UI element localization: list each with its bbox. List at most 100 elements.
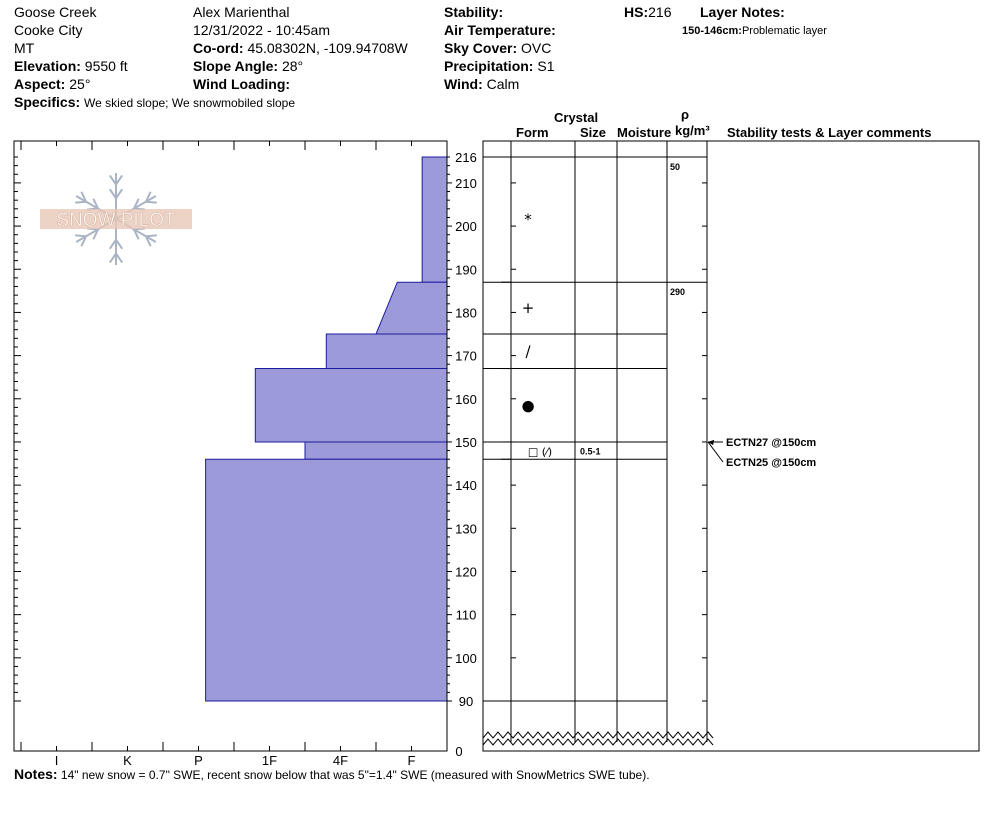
y-tick-label: 130 bbox=[455, 521, 477, 536]
layer-note-text: Problematic layer bbox=[741, 25, 827, 37]
y-tick-label: 200 bbox=[455, 219, 477, 234]
table-frame bbox=[482, 140, 980, 752]
y-tick-label: 140 bbox=[455, 478, 477, 493]
logo-text: SNOW PILOT bbox=[56, 210, 176, 231]
hardness-layer-1 bbox=[421, 156, 448, 283]
datetime: 12/31/2022 - 10:45am bbox=[193, 22, 330, 38]
y-tick-label: 110 bbox=[456, 608, 477, 623]
slope-value: 28° bbox=[281, 58, 304, 74]
sky-row: Sky Cover: OVC bbox=[444, 40, 551, 57]
crystal-header: Crystal bbox=[554, 110, 599, 125]
density-unit-header: kg/m³ bbox=[675, 123, 710, 138]
test-leader-line bbox=[707, 441, 724, 463]
hardness-layer-3 bbox=[325, 333, 448, 370]
elevation-label: Elevation: bbox=[14, 58, 81, 74]
x-tick-label: 1F bbox=[262, 753, 277, 768]
wind-value: Calm bbox=[486, 76, 520, 92]
specifics-row: Specifics: We skied slope; We snowmobile… bbox=[14, 94, 295, 112]
location: Goose Creek bbox=[14, 4, 97, 20]
tests-header: Stability tests & Layer comments bbox=[727, 125, 932, 140]
density-value-2: 290 bbox=[670, 287, 685, 297]
form-symbol-1: * bbox=[524, 211, 532, 229]
hardness-layer-2 bbox=[375, 281, 448, 335]
form-symbol-4: ● bbox=[521, 396, 534, 414]
y-tick-label: 210 bbox=[455, 176, 477, 191]
hs-row: HS:216 bbox=[624, 4, 671, 21]
hardness-layer-4 bbox=[254, 368, 448, 443]
coord-row: Co-ord: 45.08302N, -109.94708W bbox=[193, 40, 408, 57]
test-arrowhead bbox=[708, 439, 714, 445]
moisture-header: Moisture bbox=[617, 125, 672, 140]
form-symbol-3: / bbox=[525, 342, 531, 360]
size-header: Size bbox=[580, 125, 607, 140]
x-tick-label: F bbox=[408, 753, 416, 768]
wind-label: Wind: bbox=[444, 76, 483, 92]
x-tick-label: 4F bbox=[333, 753, 348, 768]
snowpilot-logo: SNOW PILOT bbox=[40, 173, 192, 265]
hardness-profile bbox=[205, 156, 448, 702]
hardness-layer-5 bbox=[304, 441, 448, 460]
coord-label: Co-ord: bbox=[193, 40, 244, 56]
precip-value: S1 bbox=[537, 58, 555, 74]
y-tick-label: 216 bbox=[455, 150, 477, 165]
specifics-value: We skied slope; We snowmobiled slope bbox=[84, 96, 296, 110]
state: MT bbox=[14, 40, 35, 56]
hs-value: 216 bbox=[648, 4, 672, 20]
x-tick-label: K bbox=[123, 753, 132, 768]
y-tick-label: 190 bbox=[455, 262, 477, 277]
break-zigzag bbox=[482, 738, 714, 746]
specifics-label: Specifics: bbox=[14, 94, 81, 110]
slope-row: Slope Angle: 28° bbox=[193, 58, 303, 75]
stability-test-2: ECTN25 @150cm bbox=[726, 457, 816, 469]
elevation-value: 9550 ft bbox=[84, 58, 128, 74]
aspect-label: Aspect: bbox=[14, 76, 66, 92]
y-tick-label: 120 bbox=[455, 564, 477, 579]
wind-loading-label: Wind Loading: bbox=[193, 76, 291, 92]
precip-label: Precipitation: bbox=[444, 58, 534, 74]
grain-size-5: 0.5-1 bbox=[580, 447, 601, 457]
layer-note-range: 150-146cm: bbox=[682, 25, 742, 37]
hardness-layer-6 bbox=[205, 458, 448, 702]
layer-note: 150-146cm:Problematic layer bbox=[682, 23, 827, 40]
notes-text: 14" new snow = 0.7" SWE, recent snow bel… bbox=[60, 768, 650, 782]
notes-label: Notes: bbox=[14, 766, 58, 782]
density-value-1: 50 bbox=[670, 162, 680, 172]
y-tick-label: 150 bbox=[455, 435, 477, 450]
form-symbol-2: + bbox=[522, 299, 535, 317]
hardness-axis: I K P 1F 4F F bbox=[20, 141, 448, 768]
aspect-value: 25° bbox=[69, 76, 91, 92]
y-tick-label: 100 bbox=[455, 651, 477, 666]
x-tick-label: P bbox=[194, 753, 203, 768]
hardness-frame bbox=[13, 140, 448, 752]
y-tick-label: 90 bbox=[459, 694, 473, 709]
coord-value: 45.08302N, -109.94708W bbox=[247, 40, 408, 56]
elevation-row: Elevation: 9550 ft bbox=[14, 58, 128, 75]
slope-label: Slope Angle: bbox=[193, 58, 279, 74]
depth-axis: 90 100 110 120 130 140 150 160 170 180 190 200 210 21… bbox=[14, 150, 477, 759]
sky-label: Sky Cover: bbox=[444, 40, 518, 56]
aspect-row: Aspect: 25° bbox=[14, 76, 90, 93]
hs-label: HS: bbox=[624, 4, 649, 20]
stability-tests: ECTN27 @150cm ECTN25 @150cm bbox=[707, 437, 816, 469]
form-header: Form bbox=[516, 125, 549, 140]
x-tick-label: I bbox=[55, 753, 59, 768]
sky-value: OVC bbox=[521, 40, 552, 56]
y-break-label: 0 bbox=[455, 744, 462, 759]
observer: Alex Marienthal bbox=[193, 4, 290, 20]
stability-test-1: ECTN27 @150cm bbox=[726, 437, 816, 449]
notes: Notes: 14" new snow = 0.7" SWE, recent s… bbox=[14, 766, 650, 782]
layer-notes-label: Layer Notes: bbox=[700, 4, 785, 20]
area: Cooke City bbox=[14, 22, 83, 38]
y-tick-label: 160 bbox=[455, 392, 477, 407]
stability-label: Stability: bbox=[444, 4, 504, 20]
precip-row: Precipitation: S1 bbox=[444, 58, 554, 75]
y-tick-label: 180 bbox=[455, 305, 477, 320]
layer-table: * 50 +290 / ● □ (⁄) 0.5-1 bbox=[482, 141, 714, 746]
break-zigzag bbox=[482, 731, 714, 739]
rho-header: ρ bbox=[681, 107, 690, 122]
wind-row: Wind: Calm bbox=[444, 76, 519, 93]
form-symbol-5: □ (⁄) bbox=[528, 446, 552, 459]
air-temp-label: Air Temperature: bbox=[444, 22, 556, 38]
y-tick-label: 170 bbox=[455, 349, 477, 364]
